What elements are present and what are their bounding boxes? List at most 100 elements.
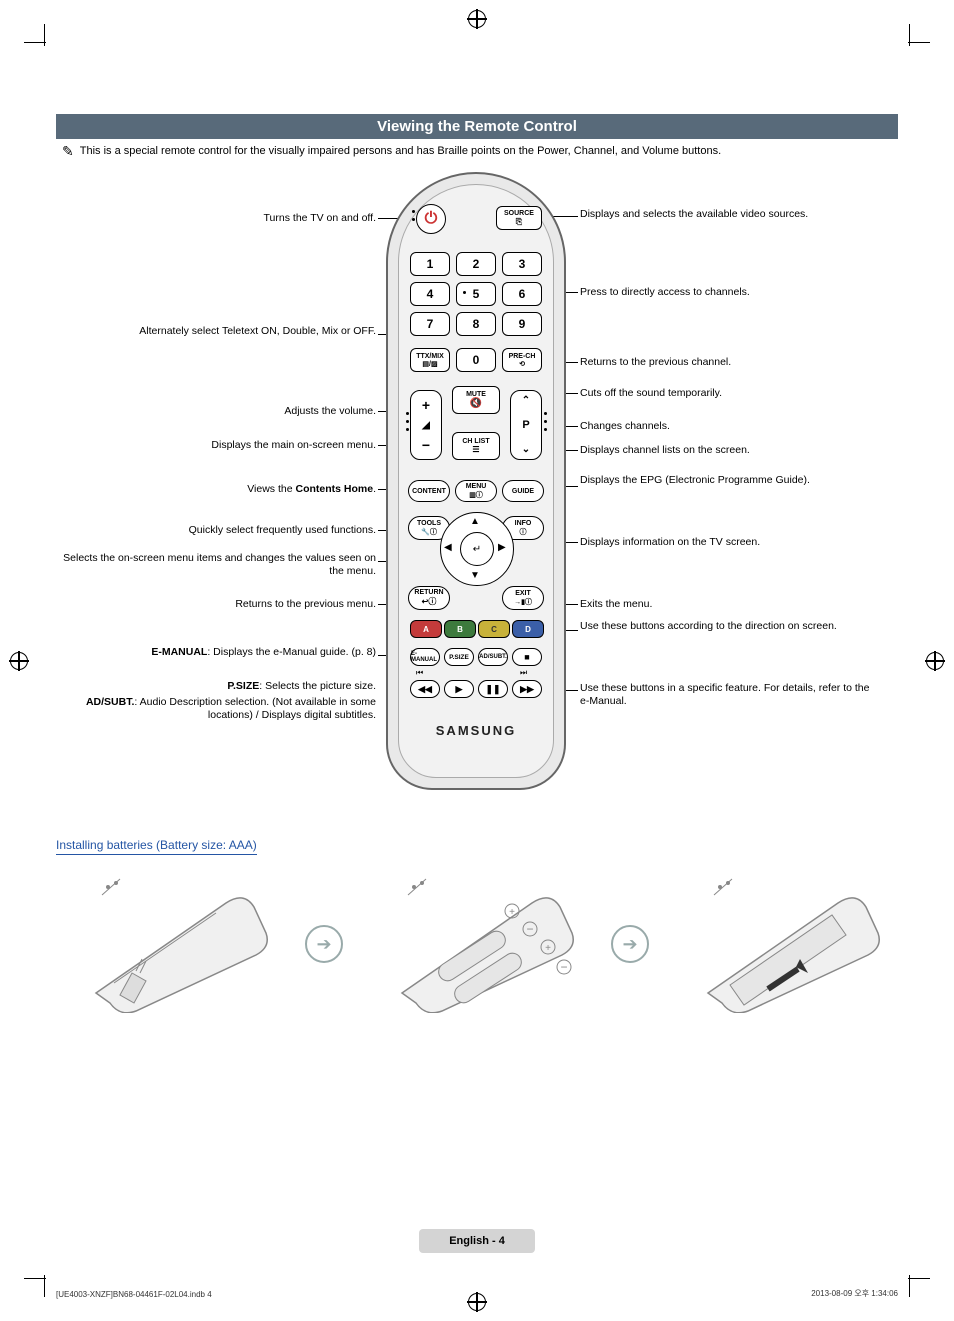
callout-channel: Changes channels.	[580, 420, 880, 433]
callout-return: Returns to the previous menu.	[56, 598, 376, 611]
exit-icon: →▮ⓘ	[514, 597, 532, 607]
color-d-button: D	[512, 620, 544, 638]
stop-button: ■	[512, 648, 542, 666]
braille-dot	[406, 428, 409, 431]
brand-label: SAMSUNG	[386, 723, 566, 738]
crop-mark	[24, 42, 46, 43]
braille-dot	[544, 412, 547, 415]
battery-step-3-illustration	[678, 873, 888, 1013]
volume-rocker: + ◢ −	[410, 390, 442, 460]
num-6: 6	[502, 282, 542, 306]
callout-content-bold: Contents Home	[295, 483, 373, 495]
color-c-button: C	[478, 620, 510, 638]
doc-meta-left: [UE4003-XNZF]BN68-04461F-02L04.indb 4	[56, 1290, 212, 1299]
note-text: This is a special remote control for the…	[80, 145, 721, 157]
step-arrow-icon: ➔	[611, 925, 649, 963]
svg-text:+: +	[545, 943, 551, 954]
return-icon: ↩ⓘ	[422, 596, 437, 607]
prev-track-icon: ⏮	[416, 668, 423, 678]
mute-icon: 🔇	[470, 398, 482, 409]
rewind-button: ◀◀	[410, 680, 440, 698]
manual-page: Viewing the Remote Control ✎ This is a s…	[0, 0, 954, 1321]
braille-dot	[544, 420, 547, 423]
page-number: English - 4	[419, 1229, 535, 1253]
braille-dot	[412, 210, 415, 213]
braille-dot	[412, 218, 415, 221]
callout-emanual: E-MANUAL: Displays the e-Manual guide. (…	[56, 646, 376, 659]
braille-dot	[544, 428, 547, 431]
num-0: 0	[456, 348, 496, 372]
source-button: SOURCE ⎘	[496, 206, 542, 230]
dpad-left-icon: ◀	[444, 542, 452, 553]
num-5-label: 5	[473, 287, 480, 301]
prech-button: PRE-CH⟲	[502, 348, 542, 372]
callout-playback: Use these buttons in a specific feature.…	[580, 682, 880, 708]
prech-icon: ⟲	[519, 360, 525, 368]
channel-p-label: P	[522, 419, 529, 431]
power-button: ⏻	[416, 204, 446, 234]
battery-step-3	[668, 869, 898, 1019]
svg-text:+: +	[509, 907, 515, 918]
exit-button: EXIT→▮ⓘ	[502, 586, 544, 610]
callout-source: Displays and selects the available video…	[580, 208, 880, 221]
dpad-up-icon: ▲	[470, 516, 480, 527]
guide-label: GUIDE	[512, 488, 534, 495]
callout-tools: Quickly select frequently used functions…	[56, 524, 376, 537]
volume-icon: ◢	[422, 420, 430, 431]
callout-psize-label: P.SIZE	[227, 680, 259, 692]
callout-adsubt-label: AD/SUBT.	[86, 696, 134, 708]
adsubt-label: AD/SUBT.	[479, 654, 507, 660]
menu-button: MENU▥ⓘ	[455, 480, 497, 502]
channel-up-icon: ⌃	[522, 395, 530, 406]
callout-teletext: Alternately select Teletext ON, Double, …	[56, 325, 376, 338]
dpad-down-icon: ▼	[470, 570, 480, 581]
battery-step-2: + − + −	[362, 869, 592, 1019]
callout-prech: Returns to the previous channel.	[580, 356, 880, 369]
callout-menu: Displays the main on-screen menu.	[56, 439, 376, 452]
callout-info: Displays information on the TV screen.	[580, 536, 880, 549]
dpad-right-icon: ▶	[498, 542, 506, 553]
battery-steps: ➔ + − + − ➔	[56, 869, 898, 1019]
menu-icon: ▥ⓘ	[469, 490, 483, 500]
return-label: RETURN	[414, 589, 443, 596]
dpad-enter: ↵	[460, 532, 494, 566]
callout-guide: Displays the EPG (Electronic Programme G…	[580, 474, 880, 487]
battery-heading: Installing batteries (Battery size: AAA)	[56, 838, 257, 855]
callout-adsubt-text: : Audio Description selection. (Not avai…	[134, 696, 376, 721]
registration-mark-icon	[10, 652, 28, 670]
callout-exit: Exits the menu.	[580, 598, 880, 611]
menu-label: MENU	[466, 483, 487, 490]
section-title: Viewing the Remote Control	[56, 114, 898, 139]
return-button: RETURN↩ⓘ	[408, 586, 450, 610]
num-7: 7	[410, 312, 450, 336]
mute-label: MUTE	[466, 391, 486, 398]
info-icon: ⓘ	[520, 527, 527, 537]
content-label: CONTENT	[412, 488, 446, 495]
svg-text:−: −	[560, 960, 567, 974]
callout-numbers: Press to directly access to channels.	[580, 286, 880, 299]
fastfwd-button: ▶▶	[512, 680, 542, 698]
callout-power: Turns the TV on and off.	[56, 212, 376, 225]
callout-content-prefix: Views the	[247, 483, 295, 495]
color-a-button: A	[410, 620, 442, 638]
tools-icon: 🔧ⓘ	[421, 527, 437, 537]
tools-label: TOOLS	[417, 520, 441, 527]
braille-dot	[406, 420, 409, 423]
remote-illustration: ⏻ SOURCE ⎘ 1 2 3 4 5 6 7 8 9 TTX/MIX▤/▨ …	[386, 172, 566, 790]
callout-content-suffix: .	[373, 483, 376, 495]
mute-button: MUTE🔇	[452, 386, 500, 414]
ttxmix-button: TTX/MIX▤/▨	[410, 348, 450, 372]
chlist-label: CH LIST	[462, 438, 489, 445]
braille-dot	[406, 412, 409, 415]
pause-button: ❚❚	[478, 680, 508, 698]
callout-psize: P.SIZE: Selects the picture size.	[56, 680, 376, 693]
psize-label: P.SIZE	[449, 654, 469, 661]
info-label: INFO	[515, 520, 532, 527]
callout-mute: Cuts off the sound temporarily.	[580, 387, 880, 400]
guide-button: GUIDE	[502, 480, 544, 502]
callout-emanual-label: E-MANUAL	[151, 646, 207, 658]
doc-meta-right: 2013-08-09 오후 1:34:06	[811, 1288, 898, 1299]
callout-select: Selects the on-screen menu items and cha…	[56, 552, 376, 578]
ttxmix-icon: ▤/▨	[422, 360, 437, 368]
psize-button: P.SIZE	[444, 648, 474, 666]
